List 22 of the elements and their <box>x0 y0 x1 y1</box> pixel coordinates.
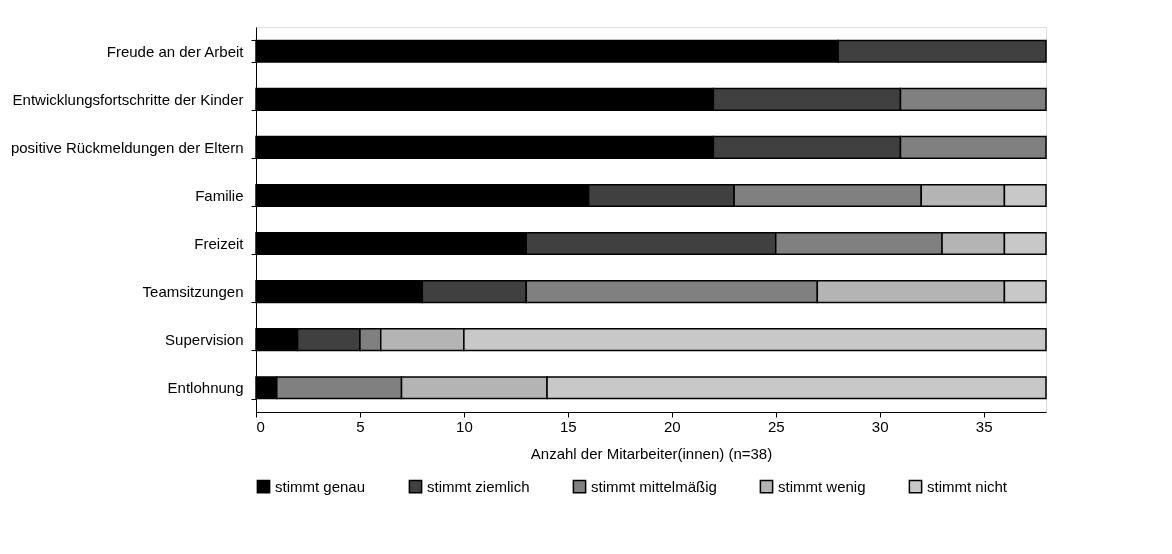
y-tick-label: Freude an der Arbeit <box>106 42 245 60</box>
x-tick-label: 5 <box>356 417 365 435</box>
x-tick-label: 15 <box>560 417 577 435</box>
legend-label: stimmt ziemlich <box>427 477 530 495</box>
legend-label: stimmt genau <box>275 477 366 495</box>
x-tick-label: 25 <box>767 417 785 435</box>
x-tick-label: 30 <box>871 417 889 435</box>
y-tick-label: Entwicklungsfortschritte der Kinder <box>12 90 244 108</box>
y-tick-label: Teamsitzungen <box>142 283 244 301</box>
x-tick-label: 0 <box>256 417 265 435</box>
y-tick-label: positive Rückmeldungen der Eltern <box>10 138 244 156</box>
x-axis-title: Anzahl der Mitarbeiter(innen) (n=38) <box>530 444 773 462</box>
y-tick-label: Familie <box>195 186 244 204</box>
x-tick-label: 35 <box>975 417 993 435</box>
y-tick-label: Entlohnung <box>167 379 244 397</box>
legend-label: stimmt mittelmäßig <box>591 477 717 495</box>
x-tick-label: 10 <box>456 417 473 435</box>
legend-label: stimmt nicht <box>927 477 1008 495</box>
y-tick-label: Supervision <box>165 331 244 349</box>
x-tick-label: 20 <box>663 417 681 435</box>
legend-label: stimmt wenig <box>778 477 866 495</box>
y-tick-label: Freizeit <box>194 235 245 253</box>
